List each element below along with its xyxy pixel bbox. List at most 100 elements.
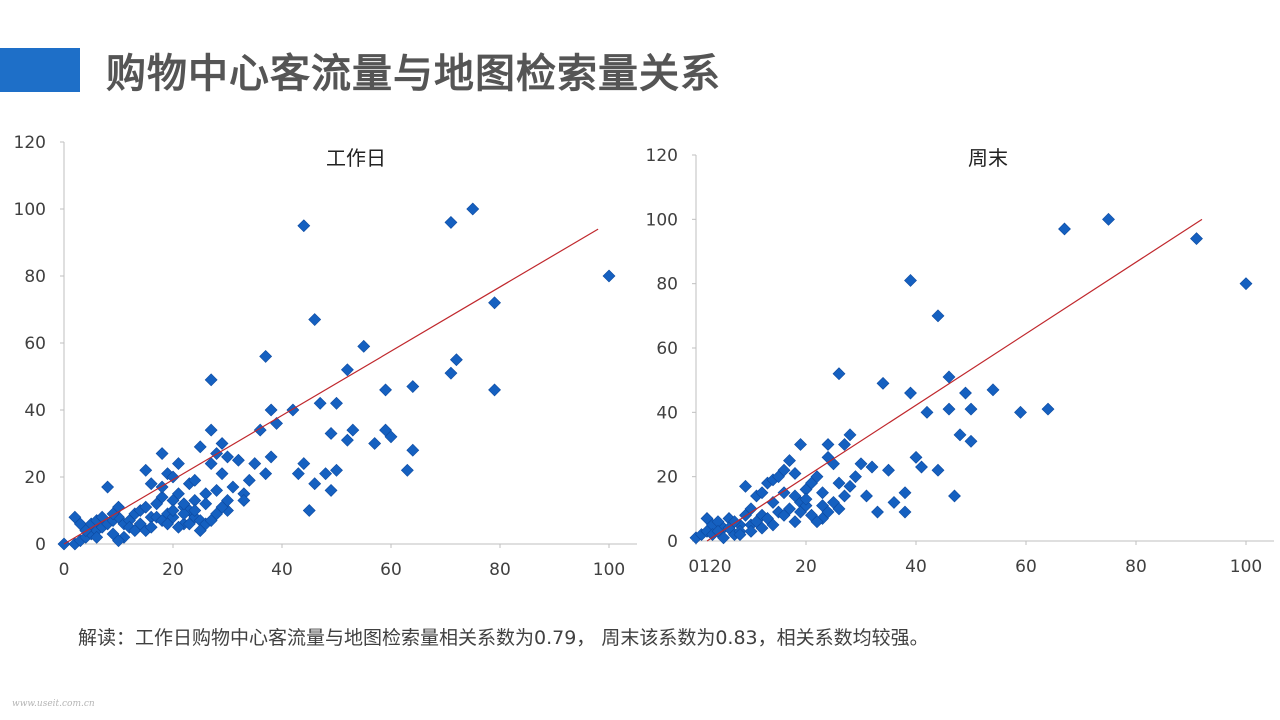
weekend-data-point xyxy=(942,370,956,384)
weekend-data-point xyxy=(810,515,824,529)
weekday-data-point xyxy=(346,423,360,437)
weekend-data-point xyxy=(964,402,978,416)
weekend-data-point xyxy=(838,438,851,451)
weekday-x-tick-label: 20 xyxy=(162,560,184,580)
weekday-data-point xyxy=(155,447,169,460)
weekday-data-point xyxy=(357,339,371,353)
weekday-data-point xyxy=(264,450,278,464)
weekend-scatter-chart: 0 20 40 60 80 100 120 0120 20 40 60 80 100 周末 xyxy=(646,146,1274,577)
weekday-data-point xyxy=(112,534,125,548)
weekend-data-point xyxy=(821,438,835,451)
weekday-data-point xyxy=(302,504,316,517)
weekday-data-point xyxy=(444,215,458,229)
weekday-data-point xyxy=(231,453,245,467)
weekday-data-point xyxy=(319,467,333,481)
weekday-data-point xyxy=(221,450,234,464)
weekend-y-tick-label: 120 xyxy=(646,146,678,166)
weekday-data-point xyxy=(166,470,180,484)
weekday-data-point xyxy=(166,504,180,517)
weekday-data-point xyxy=(400,463,414,477)
weekend-x-tick-label: 0120 xyxy=(688,557,731,577)
weekend-y-tick-label: 100 xyxy=(646,210,678,230)
weekend-data-point xyxy=(777,463,791,477)
weekday-x-tick-label: 80 xyxy=(489,560,511,580)
weekend-data-point xyxy=(755,508,769,522)
weekday-data-point xyxy=(139,463,153,477)
weekday-data-point xyxy=(139,500,153,514)
weekend-data-point xyxy=(717,531,730,545)
weekday-data-point xyxy=(313,396,327,410)
weekday-data-point xyxy=(264,403,278,417)
weekend-data-point xyxy=(942,402,956,416)
weekend-data-point xyxy=(865,460,879,474)
weekday-data-point xyxy=(340,363,354,377)
weekday-data-point xyxy=(215,467,229,481)
weekend-data-point xyxy=(1102,212,1115,226)
weekday-data-point xyxy=(188,504,202,517)
weekday-data-point xyxy=(324,427,338,440)
weekday-scatter-chart: 0 20 40 60 80 100 120 0 20 40 60 80 100 工作日 xyxy=(14,133,637,580)
weekend-chart-title: 周末 xyxy=(968,146,1008,170)
weekend-data-point xyxy=(843,479,857,493)
weekend-data-point xyxy=(788,489,802,503)
weekend-data-point xyxy=(898,486,912,500)
weekend-data-point xyxy=(871,505,884,519)
weekend-data-point xyxy=(810,470,824,484)
weekday-data-point xyxy=(166,510,180,524)
weekend-data-point xyxy=(739,479,752,493)
weekday-data-point xyxy=(210,483,224,497)
weekend-y-tick-label: 60 xyxy=(656,339,678,359)
weekend-data-point xyxy=(799,492,813,506)
weekday-data-point xyxy=(90,530,104,544)
weekday-data-point xyxy=(324,483,338,497)
weekday-data-point xyxy=(204,457,218,471)
weekday-data-point xyxy=(215,437,229,450)
weekday-data-point xyxy=(384,430,398,444)
weekday-x-tick-label: 60 xyxy=(380,560,402,580)
weekend-data-point xyxy=(1058,222,1071,236)
weekend-data-point xyxy=(898,505,912,519)
weekday-data-point xyxy=(199,497,213,511)
weekday-data-point xyxy=(101,480,115,494)
weekday-data-point xyxy=(155,490,169,504)
weekend-data-point xyxy=(832,476,846,490)
weekend-data-point xyxy=(1190,232,1203,246)
weekday-data-point xyxy=(330,396,343,410)
weekday-data-point xyxy=(488,296,501,310)
weekend-data-point xyxy=(849,470,862,484)
watermark: www.useit.com.cn xyxy=(12,699,95,709)
weekday-data-point xyxy=(406,443,420,457)
weekday-y-tick-label: 80 xyxy=(24,267,46,287)
weekend-data-point xyxy=(744,524,758,538)
weekday-data-point xyxy=(172,520,185,534)
weekend-data-point xyxy=(959,386,972,400)
weekday-data-point xyxy=(259,349,273,363)
weekend-data-point xyxy=(904,274,917,287)
weekday-data-point xyxy=(368,437,382,450)
weekend-data-point xyxy=(755,486,769,500)
weekday-data-point xyxy=(488,383,501,397)
weekend-data-point xyxy=(1239,277,1253,291)
weekday-data-point xyxy=(144,477,158,491)
weekend-x-tick-label: 100 xyxy=(1230,557,1262,577)
weekday-data-point xyxy=(406,380,420,393)
weekend-data-point xyxy=(882,463,895,477)
weekend-data-point xyxy=(821,505,835,519)
weekday-x-tick-label: 40 xyxy=(271,560,293,580)
weekend-data-point xyxy=(788,467,802,480)
weekend-data-point xyxy=(1041,402,1055,416)
weekend-y-tick-label: 80 xyxy=(656,275,678,295)
weekend-data-point xyxy=(832,502,846,516)
weekday-y-tick-label: 20 xyxy=(24,468,46,488)
weekday-data-point xyxy=(297,219,311,233)
weekend-data-point xyxy=(744,502,758,516)
weekday-data-point xyxy=(188,473,202,487)
weekend-data-point xyxy=(843,428,857,442)
weekday-data-point xyxy=(449,353,463,367)
weekend-data-point xyxy=(755,521,769,535)
weekend-y-tick-label: 20 xyxy=(656,468,678,488)
weekend-x-tick-label: 20 xyxy=(795,557,817,577)
weekday-data-point xyxy=(155,480,169,494)
weekday-data-point xyxy=(193,440,207,454)
weekday-y-tick-label: 100 xyxy=(14,200,46,220)
